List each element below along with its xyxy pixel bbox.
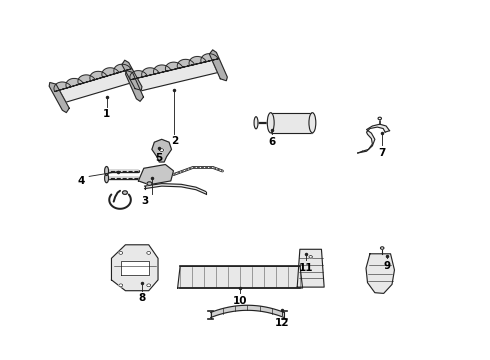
Ellipse shape [378,117,382,120]
Text: 12: 12 [274,318,289,328]
Ellipse shape [119,251,122,254]
Polygon shape [121,261,149,274]
Polygon shape [201,54,218,63]
Ellipse shape [122,191,127,194]
Ellipse shape [309,256,313,258]
Polygon shape [112,245,158,291]
Polygon shape [209,50,227,81]
Polygon shape [142,68,159,77]
Polygon shape [90,71,107,81]
Polygon shape [125,71,144,101]
Ellipse shape [268,113,274,133]
Polygon shape [153,65,171,74]
Text: 1: 1 [103,109,110,120]
Text: 3: 3 [141,196,148,206]
Ellipse shape [381,247,384,249]
Ellipse shape [147,284,151,287]
Polygon shape [135,60,218,91]
Ellipse shape [160,149,164,152]
Polygon shape [177,266,302,288]
Text: 11: 11 [299,263,314,273]
Polygon shape [102,68,119,77]
Text: 5: 5 [156,153,163,163]
Polygon shape [49,82,69,113]
Text: 9: 9 [384,261,391,271]
Ellipse shape [119,284,122,287]
Polygon shape [54,82,71,91]
Text: 2: 2 [171,136,178,146]
Text: 7: 7 [378,148,386,158]
Polygon shape [66,78,83,88]
Polygon shape [211,305,284,318]
Polygon shape [152,139,172,162]
Polygon shape [59,71,132,102]
Polygon shape [145,184,206,194]
Text: 10: 10 [233,296,247,306]
Ellipse shape [254,117,258,129]
Polygon shape [114,64,131,74]
Polygon shape [177,59,195,68]
Ellipse shape [105,174,108,183]
Polygon shape [358,124,390,153]
Ellipse shape [105,166,108,175]
Polygon shape [130,71,147,80]
Ellipse shape [147,182,152,185]
Polygon shape [366,254,394,293]
Polygon shape [189,57,206,66]
Polygon shape [165,62,183,71]
Ellipse shape [147,251,151,254]
Text: 6: 6 [269,137,275,147]
Ellipse shape [309,113,316,133]
Polygon shape [138,165,173,185]
Polygon shape [270,113,313,133]
Polygon shape [297,249,324,287]
Text: 4: 4 [77,176,85,186]
Polygon shape [78,75,95,84]
Text: 8: 8 [139,293,146,303]
Polygon shape [122,60,142,90]
